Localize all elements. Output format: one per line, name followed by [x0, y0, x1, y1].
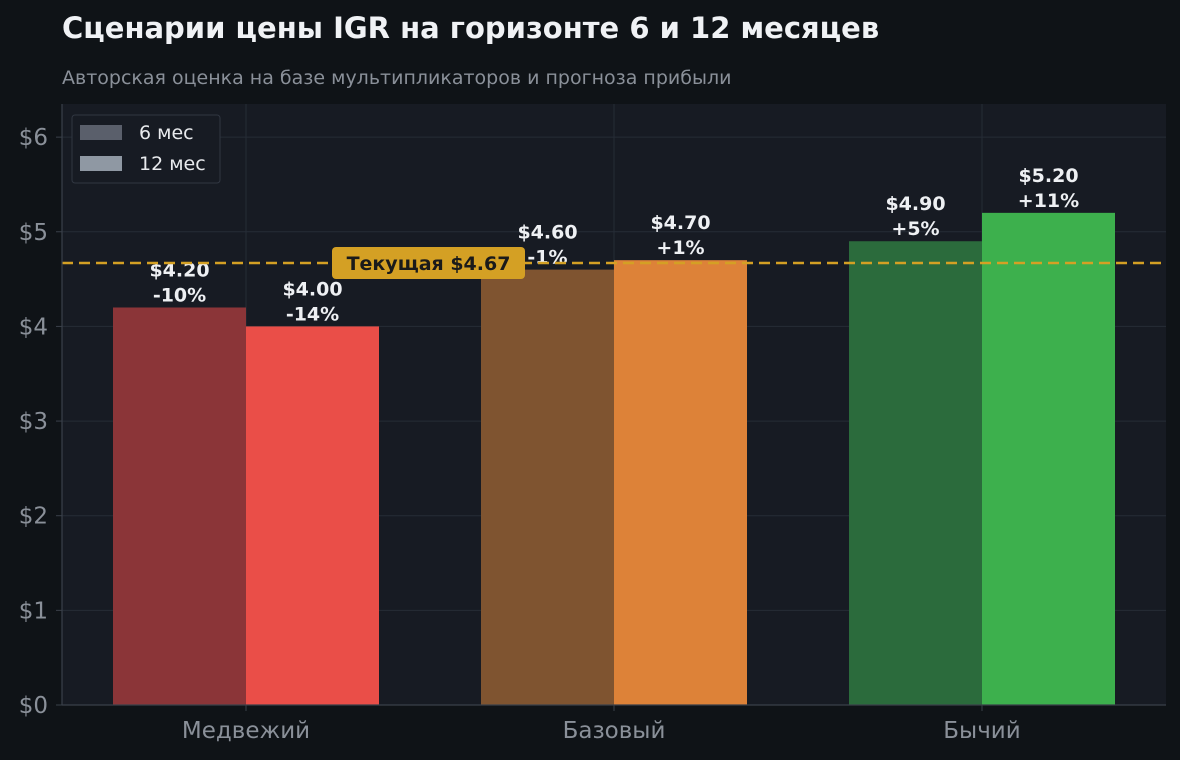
legend-swatch — [80, 156, 122, 171]
chart-title: Сценарии цены IGR на горизонте 6 и 12 ме… — [62, 11, 879, 45]
y-tick-label: $6 — [19, 125, 48, 151]
legend-swatch — [80, 125, 122, 140]
bar — [849, 241, 982, 706]
bar-value-label: $4.90 — [885, 193, 945, 215]
y-tick-label: $0 — [19, 693, 48, 719]
bar-change-label: -1% — [527, 247, 567, 269]
bar — [614, 260, 747, 705]
data-labels: $4.20 -10% $4.60 -1% $4.90 +5% $4.00 -14% $4.70 +… — [149, 165, 1079, 326]
bar — [982, 212, 1115, 705]
bar-value-label: $4.20 — [149, 259, 209, 281]
bar — [481, 269, 614, 705]
legend-label: 12 мес — [139, 153, 206, 175]
bar-change-label: -14% — [286, 303, 339, 325]
x-tick-label: Медвежий — [182, 718, 310, 744]
y-tick-label: $4 — [19, 314, 48, 340]
y-tick-label: $2 — [19, 504, 48, 530]
y-tick-label: $3 — [19, 409, 48, 435]
bar-value-label: $4.70 — [650, 212, 710, 234]
bar — [113, 307, 246, 705]
bar-value-label: $4.00 — [282, 278, 342, 300]
bar-value-label: $5.20 — [1018, 165, 1078, 187]
x-tick-label: Бычий — [943, 718, 1020, 744]
legend-label: 6 мес — [139, 122, 194, 144]
current-price-label: Текущая $4.67 — [347, 253, 511, 275]
chart-subtitle: Авторская оценка на базе мультипликаторо… — [62, 67, 731, 89]
reference-line-group: Текущая $4.67 — [62, 247, 1166, 280]
bar-value-label: $4.60 — [517, 222, 577, 244]
bar — [246, 326, 379, 705]
bar-change-label: +1% — [656, 237, 704, 259]
y-tick-label: $5 — [19, 220, 48, 246]
y-tick-label: $1 — [19, 598, 48, 624]
legend: 6 мес 12 мес — [71, 114, 221, 184]
bars — [113, 212, 1115, 706]
current-price-label-box — [332, 247, 525, 280]
bar-change-label: +11% — [1018, 190, 1079, 212]
x-tick-label: Базовый — [563, 718, 666, 744]
axes: $0 $1 $2 $3 $4 $5 $6 Медвежий Базовый Бычий — [19, 104, 1166, 744]
bar-change-label: +5% — [891, 218, 939, 240]
bar-change-label: -10% — [153, 284, 206, 306]
